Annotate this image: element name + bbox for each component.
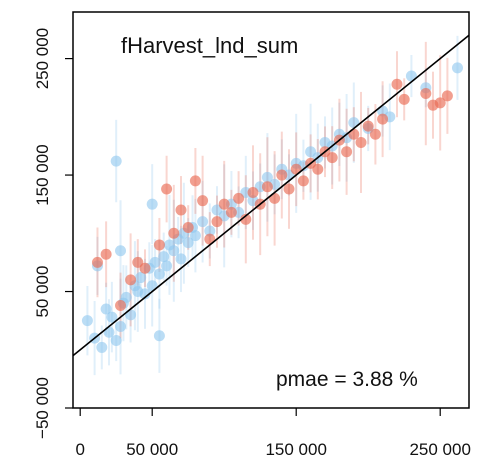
data-point-red: [341, 146, 352, 157]
data-point-red: [197, 195, 208, 206]
data-point-red: [190, 175, 201, 186]
data-point-red: [125, 274, 136, 285]
data-point-blue: [82, 315, 93, 326]
data-point-blue: [115, 245, 126, 256]
data-point-blue: [96, 342, 107, 353]
data-point-red: [327, 152, 338, 163]
data-point-red: [291, 164, 302, 175]
axis-ticks: 0 50 000 150 000 250 000 −50 000 50 000 150 00…: [33, 28, 471, 459]
data-point-blue: [406, 71, 417, 82]
data-point-blue: [111, 335, 122, 346]
data-point-blue: [176, 253, 187, 264]
data-point-red: [248, 187, 259, 198]
data-point-red: [442, 90, 453, 101]
data-point-blue: [161, 260, 172, 271]
pmae-annotation: pmae = 3.88 %: [276, 368, 418, 391]
data-point-blue: [111, 156, 122, 167]
data-point-red: [377, 114, 388, 125]
data-point-blue: [154, 330, 165, 341]
x-tick-label: 0: [75, 440, 84, 459]
data-point-red: [312, 164, 323, 175]
data-point-red: [370, 129, 381, 140]
data-point-red: [132, 257, 143, 268]
data-point-red: [101, 249, 112, 260]
x-tick-label: 250 000: [409, 440, 470, 459]
data-point-blue: [197, 216, 208, 227]
data-point-blue: [348, 117, 359, 128]
y-tick-label: 150 000: [33, 144, 52, 205]
y-tick-label: 250 000: [33, 28, 52, 89]
data-point-red: [269, 193, 280, 204]
data-point-red: [233, 193, 244, 204]
data-point-red: [420, 88, 431, 99]
data-point-red: [161, 184, 172, 195]
y-tick-label: −50 000: [33, 377, 52, 439]
y-tick-label: 50 000: [33, 266, 52, 318]
data-point-blue: [158, 251, 169, 262]
data-point-red: [183, 222, 194, 233]
data-point-red: [168, 228, 179, 239]
data-point-red: [298, 175, 309, 186]
data-point-blue: [115, 321, 126, 332]
data-point-red: [154, 239, 165, 250]
data-point-red: [276, 170, 287, 181]
x-tick-label: 50 000: [126, 440, 178, 459]
data-point-red: [204, 234, 215, 245]
identity-line: [73, 35, 469, 355]
panel-title: fHarvest_lnd_sum: [121, 33, 298, 58]
data-point-red: [262, 181, 273, 192]
data-point-red: [226, 207, 237, 218]
data-point-red: [399, 94, 410, 105]
data-point-blue: [452, 62, 463, 73]
data-point-red: [392, 79, 403, 90]
x-tick-label: 150 000: [265, 440, 326, 459]
data-point-red: [176, 205, 187, 216]
data-point-blue: [147, 199, 158, 210]
data-point-red: [92, 257, 103, 268]
data-point-red: [356, 137, 367, 148]
data-point-red: [284, 184, 295, 195]
data-point-blue: [125, 309, 136, 320]
data-point-red: [115, 300, 126, 311]
data-point-red: [212, 216, 223, 227]
data-point-blue: [147, 280, 158, 291]
